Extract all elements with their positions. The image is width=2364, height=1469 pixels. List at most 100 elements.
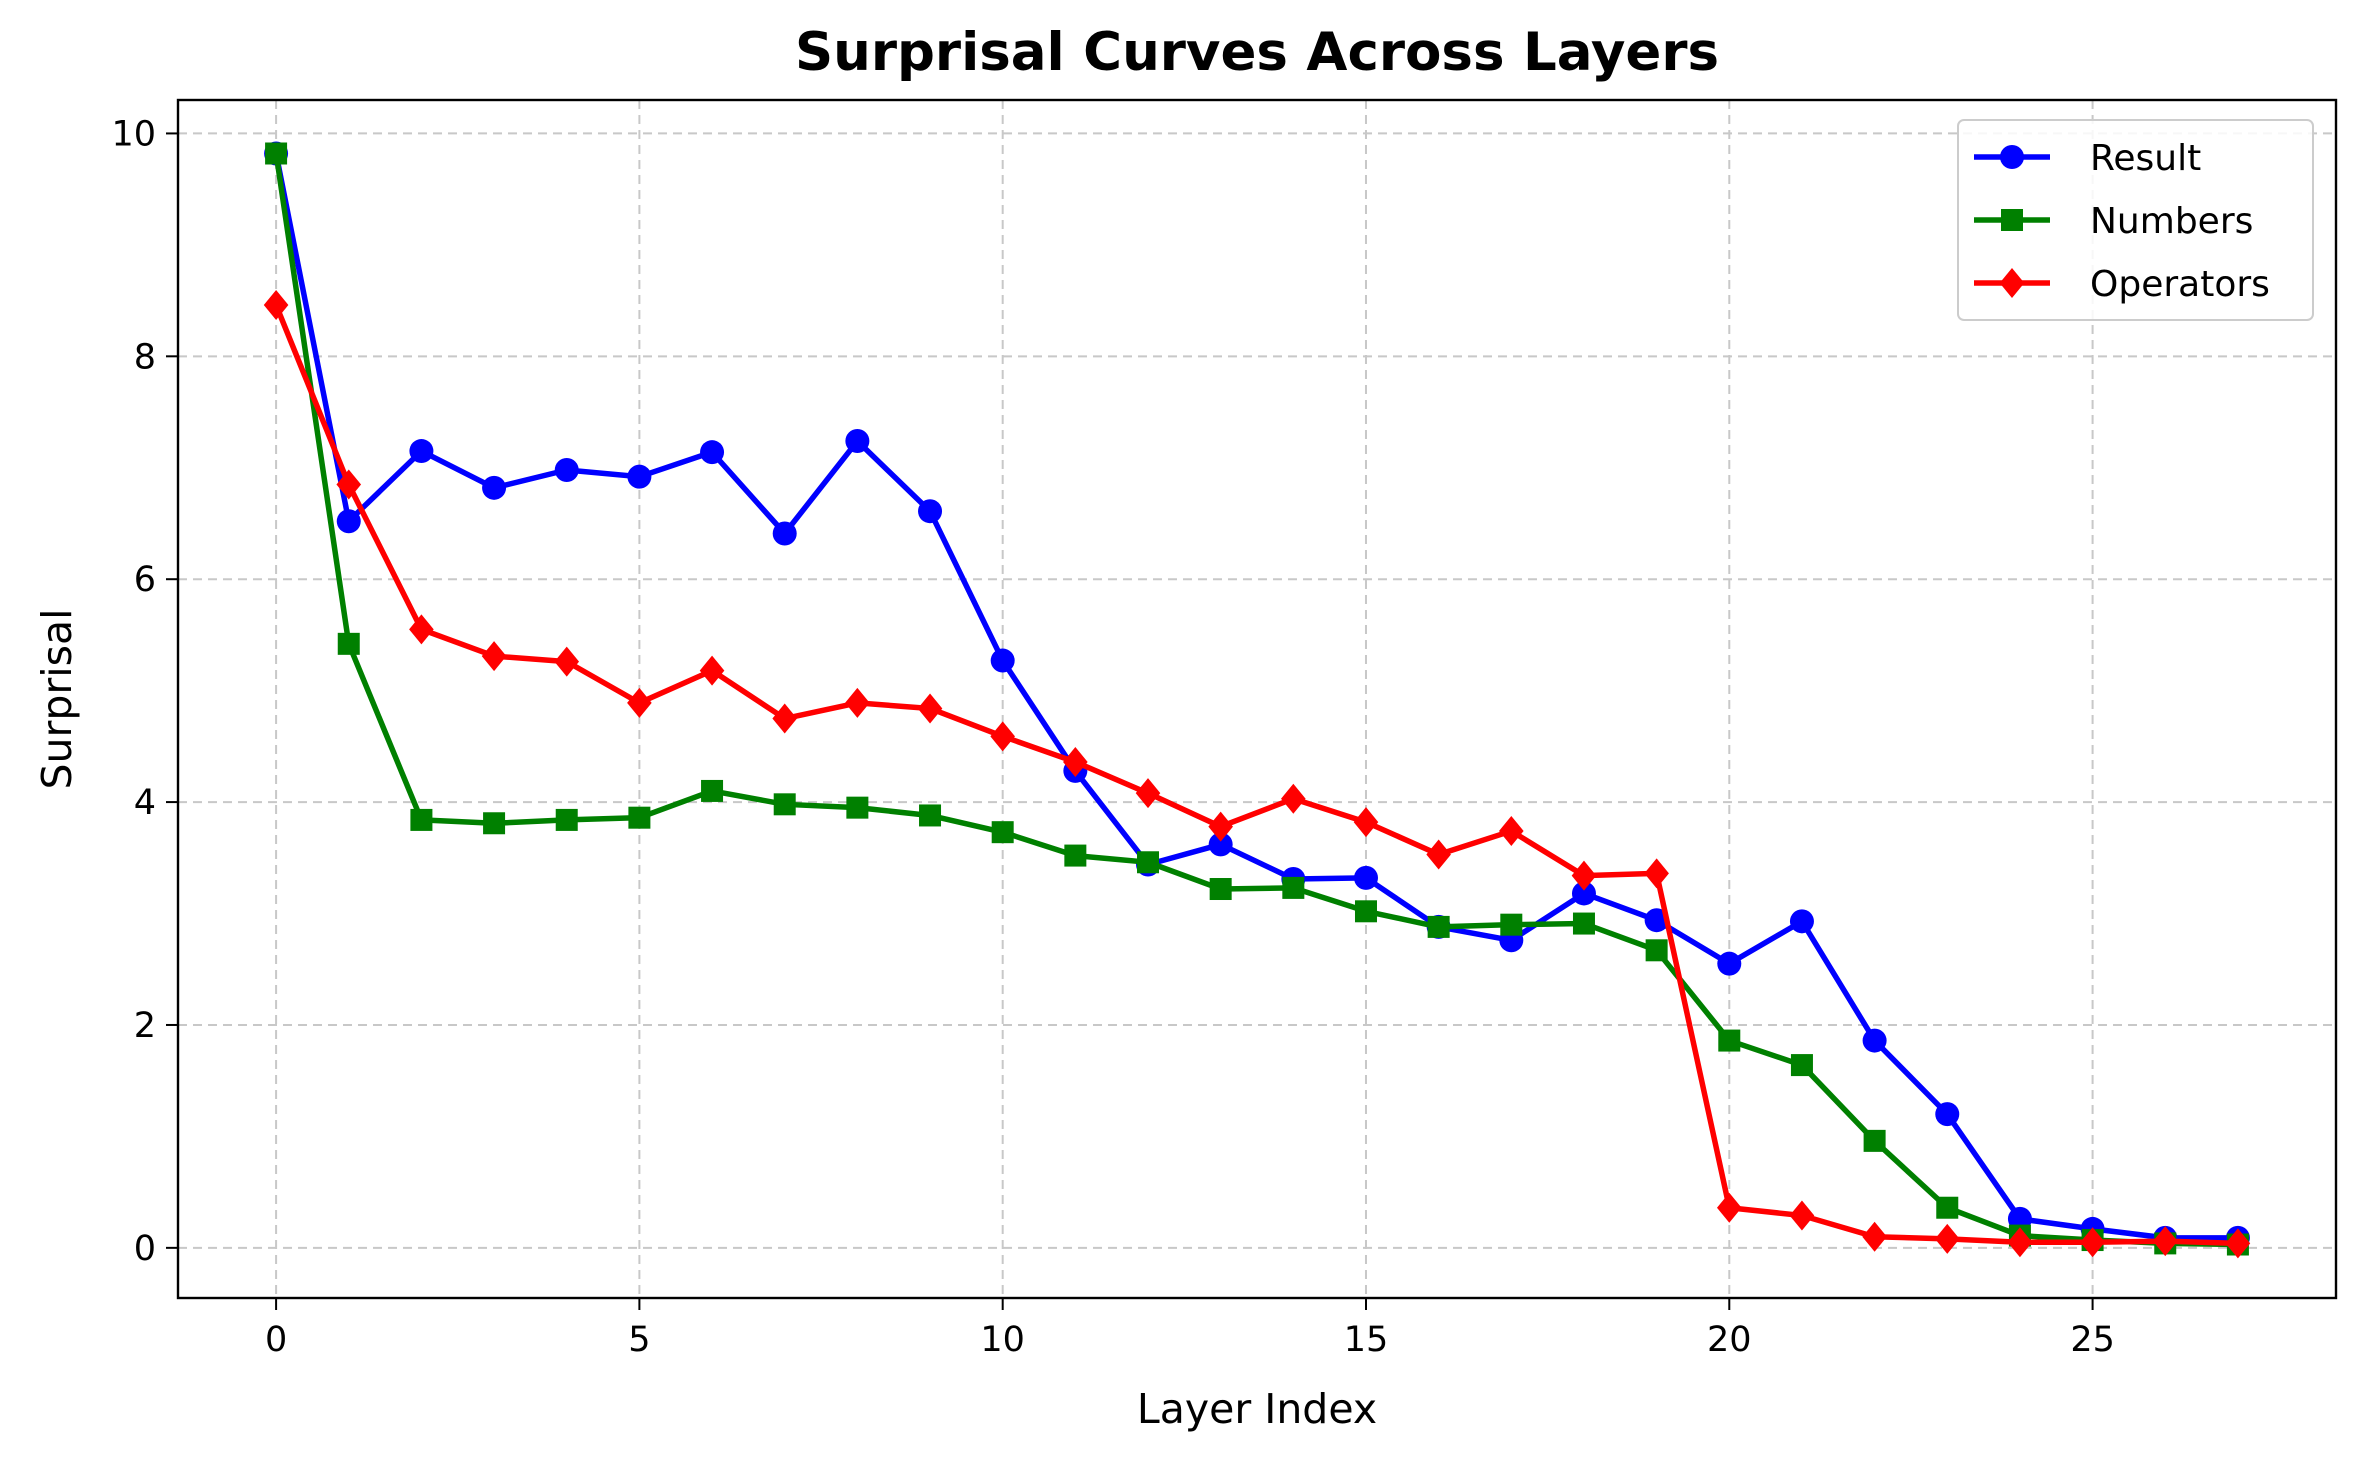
y-tick-label: 4 — [134, 783, 156, 823]
numbers-point — [991, 821, 1014, 844]
x-tick-label: 25 — [2070, 1320, 2115, 1360]
operators-point — [1789, 1200, 1815, 1231]
numbers-point — [1064, 844, 1087, 867]
numbers-point — [1790, 1054, 1813, 1077]
y-tick-label: 10 — [111, 114, 156, 154]
operators-point — [845, 687, 870, 718]
result-point — [336, 509, 361, 534]
operators-point — [699, 655, 725, 686]
numbers-point — [1427, 915, 1450, 938]
legend-item-operators: Operators — [1974, 264, 2270, 305]
numbers-line — [273, 153, 2238, 1248]
numbers-point — [1645, 939, 1668, 962]
operators-point — [1499, 816, 1524, 847]
legend-marker-operators — [1999, 268, 2025, 298]
x-axis-label: Layer Index — [1137, 1385, 1377, 1433]
legend-item-numbers: Numbers — [1974, 201, 2253, 242]
series-result — [264, 141, 2250, 1250]
result-point — [918, 499, 943, 524]
x-tick-label: 0 — [265, 1320, 287, 1360]
operators-point — [1571, 860, 1597, 891]
numbers-point — [919, 804, 942, 827]
result-point — [1571, 881, 1596, 906]
numbers-point — [773, 793, 796, 816]
result-line — [273, 152, 2238, 1241]
operators-point — [1934, 1223, 1960, 1254]
operators-point — [481, 641, 507, 672]
operators-point — [1862, 1221, 1887, 1252]
ticks: 0 5 10 15 20 25 0 2 4 6 8 10 — [111, 114, 2114, 1360]
legend-label-numbers: Numbers — [2090, 201, 2253, 242]
legend-label-operators: Operators — [2090, 264, 2270, 305]
numbers-point — [410, 808, 433, 831]
operators-point — [2152, 1226, 2178, 1257]
numbers-point — [1354, 900, 1377, 923]
legend-marker-result — [2000, 145, 2024, 169]
numbers-point — [1936, 1196, 1959, 1219]
result-point — [1789, 909, 1814, 934]
operators-point — [336, 469, 362, 500]
x-tick-label: 15 — [1344, 1320, 1389, 1360]
x-tick-label: 20 — [1707, 1320, 1752, 1360]
x-tick-label: 10 — [980, 1320, 1025, 1360]
numbers-point — [265, 142, 288, 165]
operators-line — [273, 304, 2238, 1247]
numbers-point — [1863, 1129, 1886, 1152]
numbers-point — [1137, 851, 1160, 874]
result-point — [409, 439, 434, 464]
legend-label-result: Result — [2090, 138, 2201, 179]
operators-point — [1353, 807, 1379, 838]
legend-item-result: Result — [1974, 138, 2201, 179]
result-point — [990, 648, 1015, 673]
result-point — [554, 457, 579, 482]
operators-point — [263, 290, 289, 321]
legend-frame — [1957, 119, 2314, 321]
operators-point — [2080, 1227, 2105, 1258]
result-point — [1208, 832, 1233, 857]
operators-point — [917, 693, 943, 724]
result-point — [772, 521, 797, 546]
operators-point — [1716, 1192, 1742, 1223]
chart-title: Surprisal Curves Across Layers — [795, 22, 1719, 83]
operators-point — [554, 646, 580, 677]
x-tick-label: 5 — [628, 1320, 650, 1360]
result-point — [482, 475, 507, 500]
numbers-point — [1209, 878, 1232, 901]
numbers-point — [483, 812, 506, 835]
result-point — [627, 464, 652, 489]
operators-point — [1644, 858, 1669, 889]
y-tick-label: 8 — [134, 337, 156, 377]
series-operators — [263, 290, 2251, 1259]
y-tick-label: 6 — [134, 560, 156, 600]
result-point — [1644, 908, 1669, 933]
result-point — [845, 429, 870, 454]
y-tick-label: 2 — [134, 1006, 156, 1046]
operators-point — [1208, 811, 1233, 842]
numbers-point — [628, 806, 651, 829]
operators-point — [1063, 746, 1088, 777]
y-axis-label: Surprisal — [33, 608, 81, 789]
legend-marker-numbers — [2001, 209, 2023, 231]
result-point — [700, 440, 725, 465]
plot-frame — [176, 98, 2338, 1300]
result-point — [1353, 865, 1378, 890]
operators-point — [990, 721, 1015, 752]
series-layer — [263, 141, 2251, 1259]
result-point — [1935, 1102, 1960, 1127]
y-tick-label: 0 — [134, 1229, 156, 1269]
numbers-point — [846, 796, 869, 819]
operators-point — [2225, 1228, 2251, 1259]
operators-point — [627, 687, 652, 718]
operators-point — [1135, 778, 1161, 809]
legend: Result Numbers Operators — [1957, 119, 2314, 321]
numbers-point — [1572, 912, 1595, 935]
numbers-point — [1282, 876, 1305, 899]
numbers-point — [337, 632, 360, 655]
numbers-point — [1718, 1029, 1741, 1052]
operators-point — [1426, 839, 1451, 870]
numbers-point — [1500, 913, 1523, 936]
operators-point — [2007, 1227, 2033, 1258]
series-numbers — [265, 142, 2249, 1256]
